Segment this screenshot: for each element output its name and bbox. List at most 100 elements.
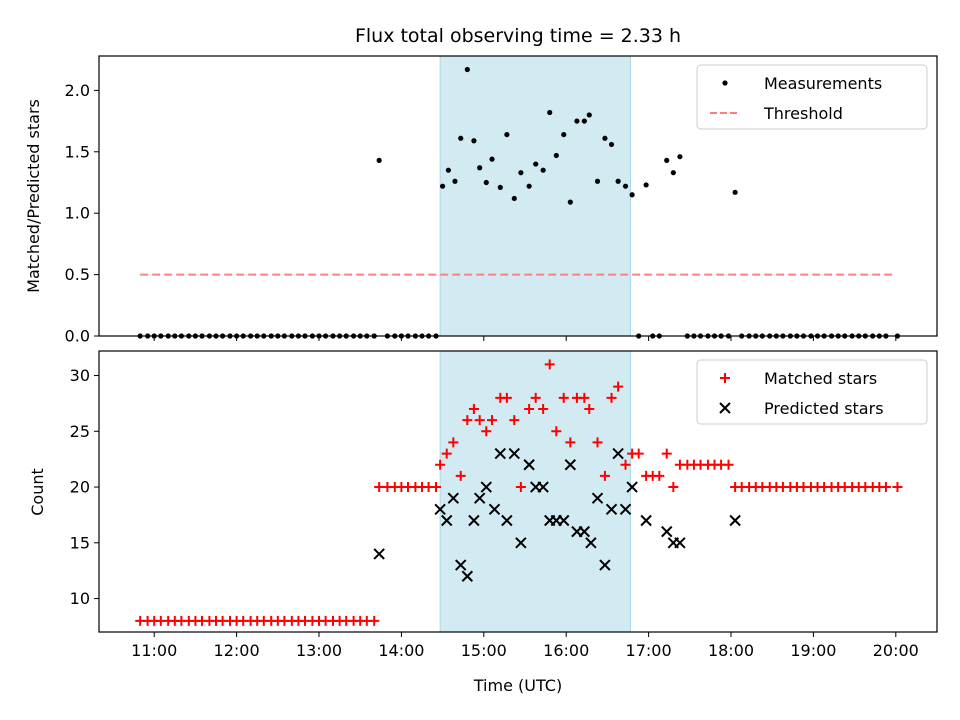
data-point: [509, 415, 520, 426]
data-point: [732, 189, 738, 195]
data-point: [599, 470, 610, 481]
data-point: [729, 514, 741, 527]
data-point: [538, 403, 549, 414]
x-tick-label: 13:00: [296, 641, 342, 660]
legend-marker: [719, 402, 731, 414]
data-point: [434, 503, 446, 516]
data-point: [441, 514, 453, 527]
top-ylabel: Matched/Predicted stars: [24, 99, 43, 293]
data-point: [565, 437, 576, 448]
data-point: [501, 514, 513, 527]
data-point: [441, 448, 452, 459]
data-point: [677, 154, 683, 160]
data-point: [526, 183, 532, 189]
data-point: [461, 570, 474, 582]
bottom-ylabel: Count: [28, 468, 47, 516]
data-point: [477, 165, 483, 171]
data-point: [661, 448, 672, 459]
data-point: [515, 482, 526, 493]
data-point: [511, 195, 517, 202]
data-point: [376, 157, 382, 163]
y-tick-label: 25: [70, 422, 90, 441]
legend: Matched stars Predicted stars: [696, 359, 928, 425]
data-point: [373, 548, 385, 560]
data-point: [462, 415, 473, 426]
y-tick-label: 30: [70, 366, 90, 385]
y-tick-label: 1.5: [65, 142, 90, 161]
data-point: [592, 437, 603, 448]
data-point: [591, 492, 604, 504]
x-tick-label: 15:00: [461, 641, 507, 660]
data-point: [619, 503, 632, 516]
data-point: [892, 482, 903, 493]
data-point: [626, 481, 638, 493]
legend-marker: [722, 80, 728, 86]
legend-marker: [720, 373, 730, 383]
data-point: [518, 170, 524, 176]
data-point: [723, 459, 734, 470]
data-point: [481, 426, 492, 437]
data-point: [468, 514, 480, 527]
data-point: [574, 118, 580, 124]
data-point: [608, 141, 615, 148]
y-tick-label: 2.0: [65, 81, 90, 100]
counts-panel: 10 15 20 25 30 11:00 12:00 13:00 14:00 15:00 16:00…: [70, 350, 938, 660]
data-point: [561, 131, 567, 138]
data-point: [585, 537, 597, 549]
legend-label: Threshold: [763, 104, 843, 123]
data-point: [455, 559, 467, 571]
legend-box: [696, 359, 928, 425]
data-point: [487, 415, 498, 426]
data-point: [537, 481, 549, 493]
data-point: [468, 403, 479, 414]
data-point: [515, 537, 527, 549]
data-point: [473, 492, 486, 504]
data-point: [564, 459, 577, 471]
data-point: [540, 167, 546, 173]
x-tick-label: 19:00: [790, 641, 836, 660]
legend: Measurements Threshold: [696, 64, 928, 130]
data-point: [369, 615, 380, 626]
data-point: [629, 192, 635, 198]
data-point: [480, 481, 492, 493]
data-point: [612, 447, 624, 460]
data-point: [622, 183, 629, 189]
data-point: [440, 183, 446, 189]
data-point: [504, 131, 510, 138]
data-point: [551, 426, 562, 437]
data-point: [674, 537, 686, 549]
y-tick-label: 20: [70, 478, 90, 497]
series-0: [135, 359, 903, 626]
x-tick-label: 16:00: [543, 641, 589, 660]
data-point: [464, 66, 470, 73]
data-point: [567, 199, 573, 205]
legend-label: Predicted stars: [764, 399, 884, 418]
data-point: [584, 403, 595, 414]
x-tick-label: 14:00: [378, 641, 424, 660]
y-tick-label: 0.5: [65, 265, 90, 284]
data-point: [488, 503, 501, 516]
measurements-panel: 0.0 0.5 1.0 1.5 2.0 Measurements Threshold: [65, 55, 938, 346]
legend-box: [696, 64, 928, 130]
data-point: [501, 392, 512, 403]
data-point: [594, 178, 601, 184]
data-point: [445, 167, 451, 173]
chart-title: Flux total observing time = 2.33 h: [355, 25, 681, 47]
x-axis-label: Time (UTC): [473, 676, 562, 695]
data-point: [547, 109, 553, 116]
data-point: [586, 112, 592, 118]
data-point: [599, 559, 611, 571]
y-tick-label: 15: [70, 533, 90, 552]
data-point: [483, 179, 489, 186]
data-point: [489, 156, 495, 162]
data-point: [664, 157, 670, 163]
data-point: [553, 152, 559, 159]
data-point: [431, 482, 442, 493]
data-point: [654, 470, 665, 481]
data-point: [613, 381, 624, 392]
data-point: [544, 359, 555, 370]
x-tick-label: 17:00: [626, 641, 672, 660]
data-point: [435, 459, 446, 470]
data-point: [661, 525, 673, 538]
